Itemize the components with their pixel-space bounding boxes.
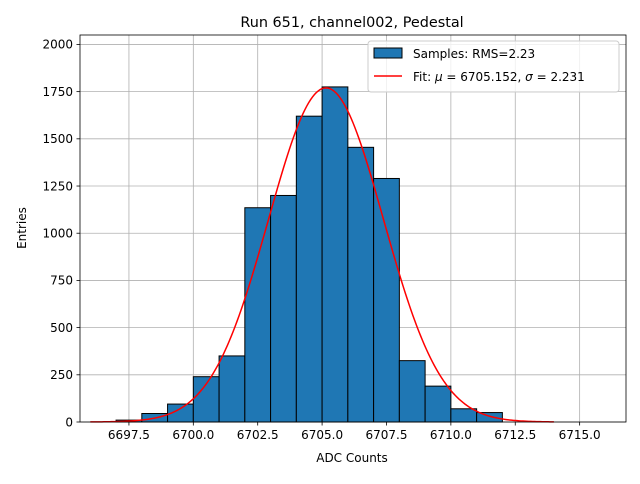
x-tick-label: 6712.5 xyxy=(494,428,536,442)
legend-box xyxy=(367,40,620,93)
x-tick-label: 6710.0 xyxy=(430,428,472,442)
y-tick-label: 1750 xyxy=(42,85,73,99)
legend: Samples: RMS=2.23 Fit: μ = 6705.152, σ =… xyxy=(367,40,620,93)
histogram-bars xyxy=(115,86,503,423)
histogram-bar xyxy=(424,385,452,423)
legend-samples-swatch xyxy=(373,47,403,59)
y-tick-label: 250 xyxy=(50,368,73,382)
fit-curve xyxy=(90,87,554,423)
x-axis-ticks: 6697.5 6700.0 6702.5 6705.0 6707.5 6710.0 6712… xyxy=(108,422,601,442)
histogram-bar xyxy=(398,360,426,423)
x-tick-label: 6707.5 xyxy=(365,428,407,442)
chart-title: Run 651, channel002, Pedestal xyxy=(240,15,463,31)
histogram-bar xyxy=(295,115,323,423)
histogram-bar xyxy=(270,194,297,423)
x-axis-label: ADC Counts xyxy=(316,451,388,465)
x-tick-label: 6700.0 xyxy=(172,428,214,442)
histogram-bar xyxy=(450,408,478,423)
y-tick-label: 750 xyxy=(50,274,73,288)
y-tick-label: 2000 xyxy=(42,38,73,52)
x-tick-label: 6697.5 xyxy=(108,428,150,442)
x-tick-label: 6715.0 xyxy=(559,428,601,442)
histogram-bar xyxy=(347,146,375,423)
histogram-bar xyxy=(476,412,503,423)
histogram-bar xyxy=(373,177,400,423)
y-tick-label: 1500 xyxy=(42,132,73,146)
histogram-bar xyxy=(244,207,272,423)
x-tick-label: 6702.5 xyxy=(237,428,279,442)
y-axis-label: Entries xyxy=(15,207,29,249)
y-tick-label: 1000 xyxy=(42,227,73,241)
legend-fit-label: Fit: μ = 6705.152, σ = 2.231 xyxy=(413,70,585,84)
y-tick-label: 0 xyxy=(65,415,73,429)
x-tick-label: 6705.0 xyxy=(301,428,343,442)
histogram-bar xyxy=(321,86,349,423)
axes-frame xyxy=(79,34,627,423)
legend-samples-label: Samples: RMS=2.23 xyxy=(413,47,535,61)
y-tick-label: 500 xyxy=(50,321,73,335)
y-tick-label: 1250 xyxy=(42,179,73,193)
histogram-bar xyxy=(218,355,246,423)
y-axis-ticks: 0 250 500 750 1000 1250 1500 1750 2000 xyxy=(42,38,80,429)
